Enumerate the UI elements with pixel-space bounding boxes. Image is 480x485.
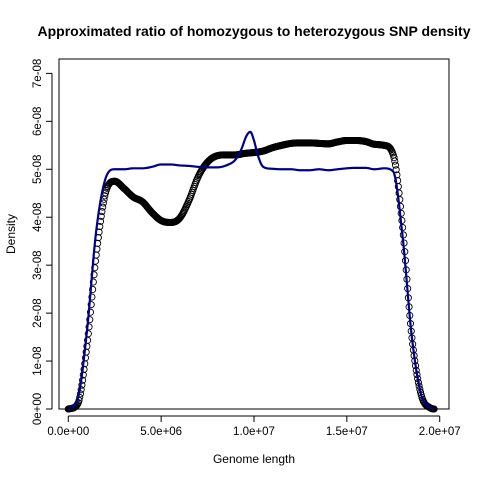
series-homozygous-points: [64, 136, 438, 413]
density-point: [88, 293, 96, 301]
chart-title: Approximated ratio of homozygous to hete…: [37, 23, 470, 39]
y-axis: 0e+00 1e-08 2e-08 3e-08 4e-08 5e-08 6e-08 7e-08: [32, 59, 53, 425]
y-tick-label: 0e+00: [32, 393, 44, 425]
x-tick-label: 2.0e+07: [419, 426, 461, 438]
x-tick-label: 1.5e+07: [326, 426, 368, 438]
x-tick-label: 5.0e+06: [140, 426, 182, 438]
x-axis: 0.0e+00 5.0e+06 1.0e+07 1.5e+07 2.0e+07: [47, 415, 461, 438]
density-point: [390, 154, 398, 162]
density-point: [386, 144, 394, 152]
y-axis-label: Density: [4, 214, 18, 254]
y-tick-label: 5e-08: [32, 155, 44, 184]
plot-frame: [58, 58, 450, 410]
y-tick-label: 4e-08: [32, 203, 44, 232]
y-tick-label: 6e-08: [32, 107, 44, 136]
density-point: [87, 301, 95, 309]
density-point: [391, 157, 399, 165]
series-heterozygous-line: [67, 130, 435, 411]
x-axis-label: Genome length: [213, 452, 295, 466]
density-point: [89, 285, 97, 293]
y-tick-label: 7e-08: [32, 59, 44, 88]
density-point: [391, 161, 400, 169]
density-point: [89, 278, 97, 286]
series-layer: [64, 130, 438, 413]
y-tick-label: 3e-08: [32, 250, 44, 279]
density-point: [85, 323, 93, 331]
x-tick-label: 1.0e+07: [233, 426, 275, 438]
y-tick-label: 2e-08: [32, 298, 44, 327]
density-point: [86, 308, 95, 316]
density-point: [84, 330, 92, 338]
y-tick-label: 1e-08: [32, 346, 44, 375]
density-point: [392, 166, 400, 174]
x-tick-label: 0.0e+00: [47, 426, 89, 438]
density-point: [86, 316, 94, 324]
